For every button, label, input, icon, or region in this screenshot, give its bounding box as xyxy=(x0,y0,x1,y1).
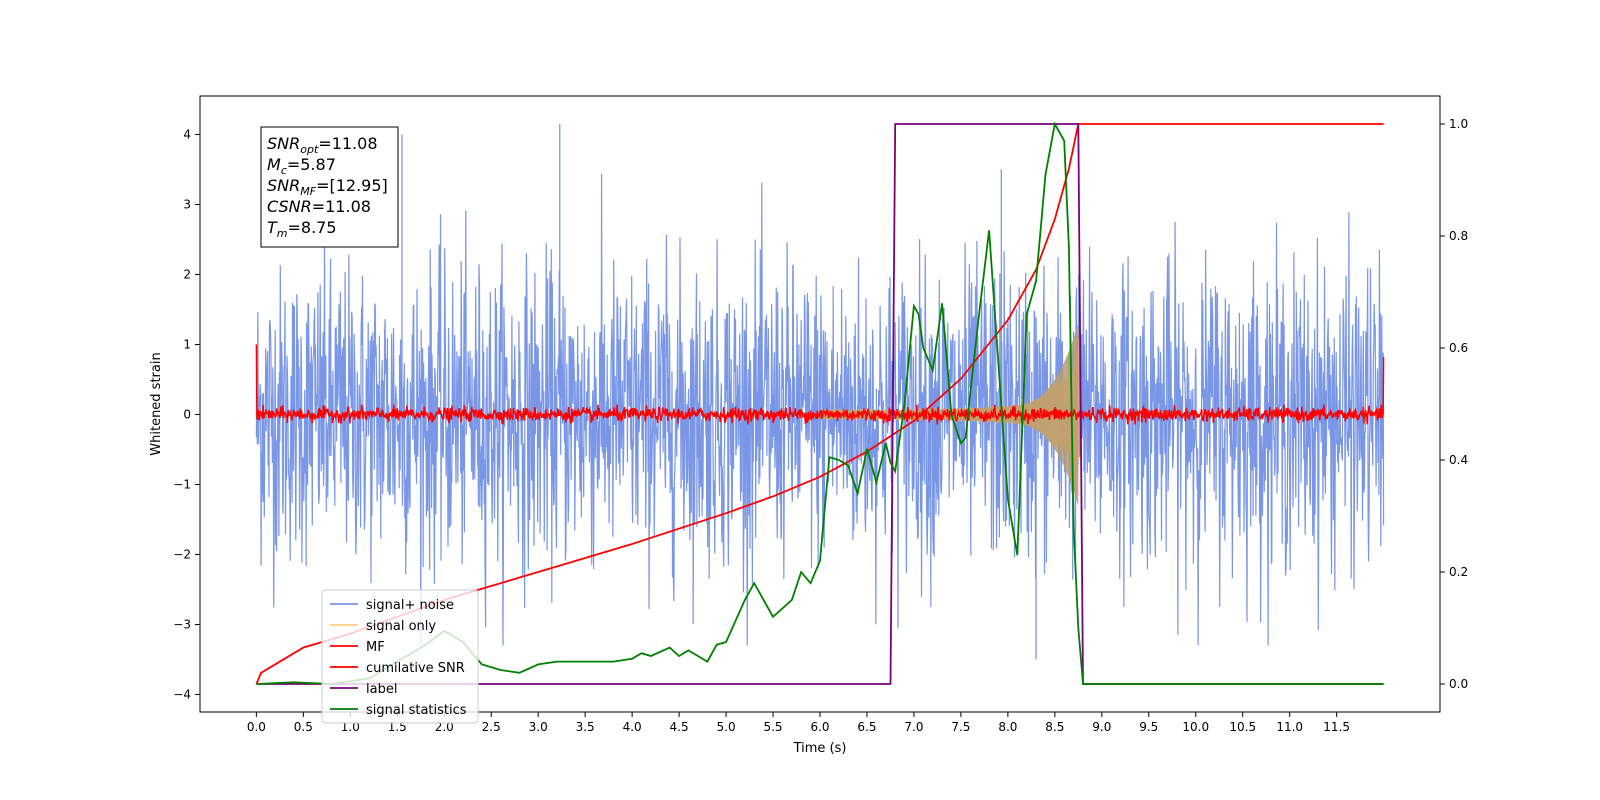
y-left-tick-label: −2 xyxy=(173,548,191,562)
x-tick-label: 9.0 xyxy=(1092,720,1111,734)
x-tick-label: 10.5 xyxy=(1229,720,1256,734)
annotation-line: SNRopt=11.08 xyxy=(267,134,378,156)
series-mf xyxy=(255,344,1385,425)
y-left-tick-label: 3 xyxy=(183,198,191,212)
legend-label: MF xyxy=(366,640,385,655)
y-right-tick-label: 1.0 xyxy=(1449,117,1468,131)
legend-label: label xyxy=(366,682,397,697)
x-tick-label: 8.5 xyxy=(1045,720,1064,734)
x-tick-label: 3.0 xyxy=(529,720,548,734)
x-tick-label: 3.5 xyxy=(576,720,595,734)
x-tick-label: 5.5 xyxy=(763,720,782,734)
y-left-tick-label: −4 xyxy=(173,688,191,702)
x-tick-label: 6.0 xyxy=(810,720,829,734)
x-tick-label: 7.0 xyxy=(904,720,923,734)
x-axis-label: Time (s) xyxy=(793,741,847,756)
x-tick-label: 7.5 xyxy=(951,720,970,734)
series-signal-statistics xyxy=(256,121,1384,685)
y-right-tick-label: 0.8 xyxy=(1449,229,1468,243)
y-left-tick-label: −3 xyxy=(173,618,191,632)
y-left-tick-label: 1 xyxy=(183,338,191,352)
y-right-tick-label: 0.0 xyxy=(1449,677,1468,691)
legend-label: signal only xyxy=(366,619,436,634)
annotation-line: SNRMF=[12.95] xyxy=(267,176,388,198)
x-tick-label: 4.5 xyxy=(670,720,689,734)
y-right-tick-label: 0.4 xyxy=(1449,453,1468,467)
x-tick-label: 6.5 xyxy=(857,720,876,734)
legend: signal+ noise signal only MF cumilative SNR… xyxy=(321,589,479,724)
x-tick-label: 9.5 xyxy=(1139,720,1158,734)
annotation-line: CSNR=11.08 xyxy=(267,197,371,216)
y-axis-label: Whitened strain xyxy=(149,352,164,455)
x-tick-label: 2.5 xyxy=(482,720,501,734)
annotation-line: Tm=8.75 xyxy=(267,218,337,240)
legend-label: cumilative SNR xyxy=(366,661,465,676)
x-tick-label: 10.0 xyxy=(1182,720,1209,734)
annotation-box: SNRopt=11.08Mc=5.87SNRMF=[12.95]CSNR=11.… xyxy=(260,126,399,248)
x-tick-label: 11.5 xyxy=(1323,720,1350,734)
x-tick-label: 4.0 xyxy=(623,720,642,734)
annotation-frame xyxy=(260,126,399,248)
legend-frame xyxy=(321,589,479,724)
y-left-tick-label: 0 xyxy=(183,408,191,422)
y-left-tick-label: 2 xyxy=(183,268,191,282)
x-tick-label: 11.0 xyxy=(1276,720,1303,734)
y-right-tick-label: 0.2 xyxy=(1449,565,1468,579)
series-layer xyxy=(255,121,1385,685)
annotation-line: Mc=5.87 xyxy=(267,155,336,177)
y-left-tick-label: −1 xyxy=(173,478,191,492)
y-right-tick-label: 0.6 xyxy=(1449,341,1468,355)
x-tick-label: 8.0 xyxy=(998,720,1017,734)
x-tick-label: 0.5 xyxy=(294,720,313,734)
x-tick-label: 0.0 xyxy=(247,720,266,734)
legend-label: signal statistics xyxy=(366,703,467,718)
y-left-tick-label: 4 xyxy=(183,128,191,142)
series-signal-plus-noise xyxy=(255,173,1385,646)
x-tick-label: 5.0 xyxy=(717,720,736,734)
legend-label: signal+ noise xyxy=(366,598,454,613)
